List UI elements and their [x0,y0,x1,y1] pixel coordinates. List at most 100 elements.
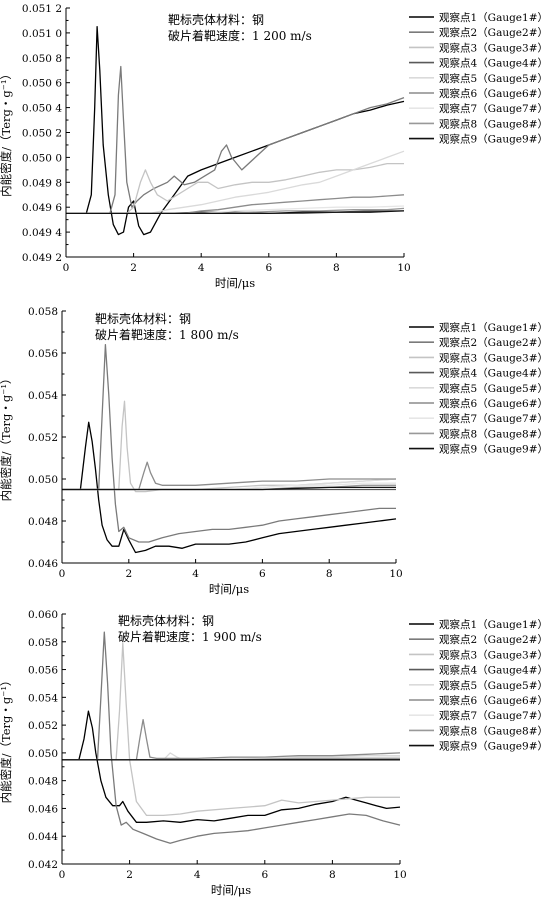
x-axis-title: 时间/μs [215,276,255,290]
legend-label: 观察点9（Gauge9#） [439,740,548,753]
legend-label: 观察点6（Gauge6#） [439,87,548,100]
legend-label: 观察点9（Gauge9#） [439,133,548,146]
legend-label: 观察点8（Gauge8#） [439,724,548,737]
x-tick-label: 10 [393,869,406,881]
legend-label: 观察点1（Gauge1#） [439,11,548,24]
x-tick-label: 4 [192,568,199,580]
y-tick-label: 0.054 [28,390,58,402]
x-axis-title: 时间/μs [209,582,249,596]
x-tick-label: 8 [329,869,336,881]
x-tick-label: 2 [126,869,133,881]
series-line-9 [62,486,396,491]
y-tick-label: 0.049 4 [22,227,62,239]
y-tick-label: 0.046 [28,803,58,815]
series-group [62,343,397,554]
legend-label: 观察点1（Gauge1#） [439,321,548,334]
legend-label: 观察点2（Gauge2#） [439,26,548,39]
y-tick-label: 0.050 6 [22,78,62,90]
y-tick-label: 0.049 8 [22,177,62,189]
legend-label: 观察点7（Gauge7#） [439,412,548,425]
x-tick-label: 0 [59,568,66,580]
x-tick-label: 10 [397,262,410,274]
legend-label: 观察点4（Gauge4#） [439,367,548,380]
series-line-5 [66,150,405,215]
legend-label: 观察点3（Gauge3#） [439,351,548,364]
legend-label: 观察点1（Gauge1#） [439,618,548,631]
legend-label: 观察点3（Gauge3#） [439,41,548,54]
y-tick-label: 0.048 [28,776,58,788]
x-tick-label: 2 [125,568,132,580]
legend-label: 观察点6（Gauge6#） [439,397,548,410]
series-line-6 [62,461,396,491]
y-tick-label: 0.044 [28,831,58,843]
y-tick-label: 0.046 [28,558,58,570]
chart-3: 0 2 4 6 8 10 0.042 0.044 0.046 0.048 0.050 0.052 0.0… [0,609,548,897]
series-line-6 [66,194,405,215]
legend-label: 观察点8（Gauge8#） [439,427,548,440]
y-tick-label: 0.050 2 [22,128,62,140]
y-tick-label: 0.056 [28,348,58,360]
y-axis-title: 内能密度/（Terg・g⁻¹） [0,68,13,197]
legend: 观察点1（Gauge1#） 观察点2（Gauge2#） 观察点3（Gauge3#） 观… [409,11,548,146]
legend-label: 观察点9（Gauge9#） [439,443,548,456]
y-tick-label: 0.050 [28,748,58,760]
legend-label: 观察点5（Gauge5#） [439,72,548,85]
annotation-line: 靶标壳体材料：钢 [168,13,264,27]
annotation-line: 破片着靶速度：1 800 m/s [95,327,239,342]
x-tick-label: 0 [59,869,66,881]
y-tick-label: 0.050 [28,474,58,486]
x-tick-label: 6 [259,568,266,580]
legend: 观察点1（Gauge1#） 观察点2（Gauge2#） 观察点3（Gauge3#） 观… [409,618,548,753]
legend-label: 观察点2（Gauge2#） [439,633,548,646]
x-tick-label: 10 [389,568,402,580]
series-line-9 [66,210,405,215]
y-tick-label: 0.054 [28,692,58,704]
x-axis-title: 时间/μs [211,883,251,897]
y-tick-label: 0.048 [28,516,58,528]
annotation-line: 靶标壳体材料：钢 [118,614,214,628]
legend-label: 观察点4（Gauge4#） [439,664,548,677]
legend-label: 观察点7（Gauge7#） [439,102,548,115]
x-tick-label: 4 [194,869,201,881]
y-tick-label: 0.042 [28,859,58,871]
legend-label: 观察点2（Gauge2#） [439,336,548,349]
y-tick-label: 0.058 [28,637,58,649]
y-tick-label: 0.050 4 [22,103,62,115]
series-line-6 [62,718,401,761]
series-line-1 [62,421,397,554]
x-tick-label: 8 [333,262,340,274]
chart-2: 0 2 4 6 8 10 0.046 0.048 0.050 0.052 0.054 0.056 0.0… [0,306,548,596]
series-line-3 [62,642,400,817]
legend-label: 观察点8（Gauge8#） [439,117,548,130]
x-tick-label: 4 [198,262,205,274]
y-tick-label: 0.052 [28,432,58,444]
legend-label: 观察点7（Gauge7#） [439,709,548,722]
y-tick-label: 0.056 [28,665,58,677]
series-group [62,631,401,844]
y-tick-label: 0.049 6 [22,202,62,214]
x-tick-label: 6 [265,262,272,274]
y-tick-label: 0.060 [28,609,58,621]
annotation-line: 破片着靶速度：1 200 m/s [168,28,312,43]
x-tick-label: 8 [326,568,333,580]
x-tick-label: 2 [130,262,137,274]
legend: 观察点1（Gauge1#） 观察点2（Gauge2#） 观察点3（Gauge3#） 观… [409,321,548,456]
y-tick-label: 0.051 0 [22,28,62,40]
series-line-2 [66,65,405,215]
annotation-line: 破片着靶速度：1 900 m/s [118,629,262,644]
y-tick-label: 0.052 [28,720,58,732]
series-line-2 [62,631,401,844]
series-line-1 [62,710,401,823]
x-tick-label: 0 [63,262,70,274]
legend-label: 观察点3（Gauge3#） [439,648,548,661]
y-tick-label: 0.050 8 [22,53,62,65]
legend-label: 观察点5（Gauge5#） [439,382,548,395]
legend-label: 观察点4（Gauge4#） [439,57,548,70]
y-tick-label: 0.051 2 [22,3,62,15]
y-tick-label: 0.049 2 [22,252,62,264]
series-line-3 [66,162,404,215]
series-line-2 [62,343,396,543]
y-tick-label: 0.050 0 [22,152,62,164]
y-axis-title: 内能密度/（Terg・g⁻¹） [0,675,13,804]
